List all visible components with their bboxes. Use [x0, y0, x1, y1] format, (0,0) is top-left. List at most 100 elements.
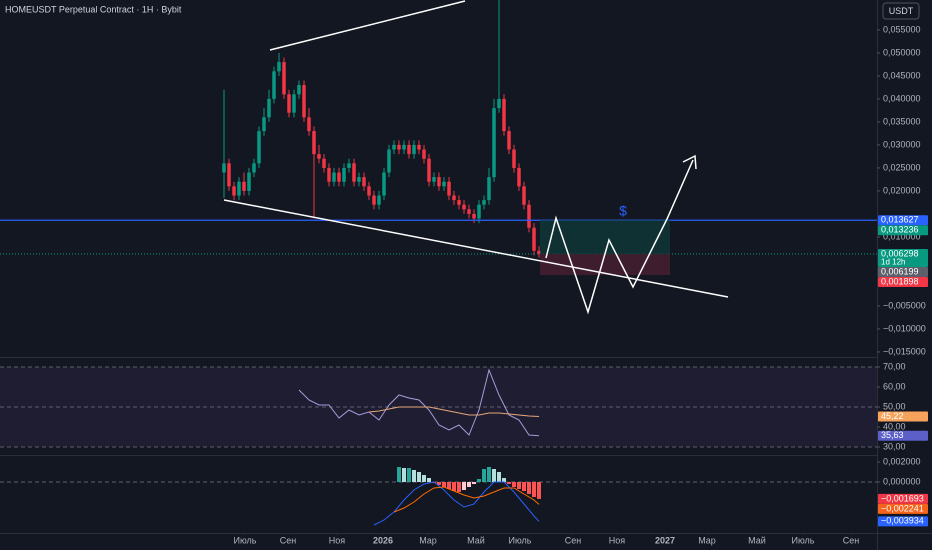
drawings: $	[223, 0, 729, 315]
candle-body	[387, 149, 391, 173]
price-badge-label: −0,003934	[881, 516, 924, 526]
histogram-bar	[522, 482, 526, 491]
y-tick-label: −0,015000	[883, 346, 926, 356]
candle-body	[317, 154, 321, 159]
price-badge	[878, 215, 928, 226]
x-tick-label: Ноя	[329, 535, 346, 545]
candle-body	[512, 149, 516, 168]
y-tick-label: 0,000000	[883, 476, 921, 486]
candle-body	[482, 200, 486, 205]
candle-body	[472, 213, 476, 219]
x-tick-label: 2027	[655, 535, 675, 545]
x-tick-label: Июль	[234, 535, 257, 545]
price-badge-label: 0,013627	[881, 215, 919, 225]
candle-body	[267, 98, 271, 118]
candle-body	[232, 186, 236, 196]
profit-zone	[540, 220, 670, 254]
candle-body	[447, 181, 451, 196]
price-badge	[878, 225, 928, 236]
y-tick-label: 50,00	[883, 401, 906, 411]
price-badge-label: −0,002241	[881, 503, 924, 513]
price-badge	[878, 411, 928, 422]
y-tick-label: 0,045000	[883, 70, 921, 80]
candle-body	[502, 98, 506, 132]
histogram-bar	[457, 482, 461, 492]
candle-body	[337, 172, 341, 182]
candle-body	[347, 163, 351, 168]
currency-label[interactable]: USDT	[889, 6, 914, 16]
candle-body	[422, 149, 426, 159]
x-tick-label: Июль	[509, 535, 532, 545]
candle-body	[297, 85, 301, 95]
candle-body	[262, 117, 266, 132]
y-tick-label: 30,00	[883, 441, 906, 451]
price-badge	[878, 516, 928, 527]
x-tick-label: Мар	[698, 535, 716, 545]
candle-body	[362, 177, 366, 187]
chart-title: HOMEUSDT Perpetual Contract · 1H · Bybit	[5, 4, 182, 14]
currency-button[interactable]	[882, 2, 920, 20]
countdown: 1d 12h	[881, 258, 905, 267]
candle-body	[427, 158, 431, 182]
price-badge	[878, 248, 928, 267]
x-tick-label: 2026	[373, 535, 393, 545]
candle-body	[257, 131, 261, 164]
y-tick-label: 0,025000	[883, 162, 921, 172]
histogram-bar	[477, 479, 481, 482]
price-badge-label: 35,63	[881, 430, 904, 440]
candle-body	[332, 172, 336, 182]
indicator-line	[393, 486, 540, 513]
x-tick-label: Мар	[419, 535, 437, 545]
indicator-line	[368, 406, 540, 418]
y-tick-label: 0,010000	[883, 231, 921, 241]
price-badge	[878, 503, 928, 514]
candles	[222, 0, 541, 258]
candle-body	[352, 163, 356, 182]
x-tick-label: Ноя	[609, 535, 626, 545]
histogram-bar	[427, 478, 431, 482]
x-tick-label: Май	[467, 535, 485, 545]
candle-body	[487, 177, 491, 201]
candle-body	[402, 144, 406, 150]
candle-body	[442, 181, 446, 187]
histogram-bar	[492, 469, 496, 482]
histogram-bar	[437, 482, 441, 485]
histogram-bar	[472, 482, 476, 484]
candle-body	[307, 117, 311, 132]
candle-body	[377, 195, 381, 205]
trend-line	[223, 199, 729, 298]
candle-body	[282, 62, 286, 95]
histogram-bar	[452, 482, 456, 491]
histogram-bar	[412, 470, 416, 482]
y-tick-label: 40,00	[883, 421, 906, 431]
candle-body	[287, 94, 291, 113]
candle-body	[452, 195, 456, 201]
histogram-bar	[422, 475, 426, 482]
candle-body	[372, 195, 376, 205]
candle-body	[312, 131, 316, 155]
candle-body	[327, 167, 331, 182]
candle-body	[277, 62, 281, 72]
candle-body	[527, 204, 531, 228]
dollar-icon: $	[619, 203, 627, 219]
price-badge	[878, 266, 928, 277]
price-badge-label: 0,001898	[881, 276, 919, 286]
histogram-bar	[417, 472, 421, 482]
y-tick-label: 0,035000	[883, 116, 921, 126]
x-tick-label: Июль	[792, 535, 815, 545]
y-tick-label: 60,00	[883, 381, 906, 391]
candle-body	[432, 177, 436, 182]
indicator-line	[298, 368, 540, 437]
candle-body	[507, 131, 511, 150]
price-badge	[878, 493, 928, 504]
candle-body	[517, 167, 521, 187]
candle-body	[252, 163, 256, 173]
candle-body	[322, 158, 326, 168]
y-tick-label: 0,050000	[883, 47, 921, 57]
price-badge-label: 0,006298	[881, 248, 919, 258]
candle-body	[412, 144, 416, 155]
candle-body	[497, 98, 501, 109]
candle-body	[237, 181, 241, 196]
